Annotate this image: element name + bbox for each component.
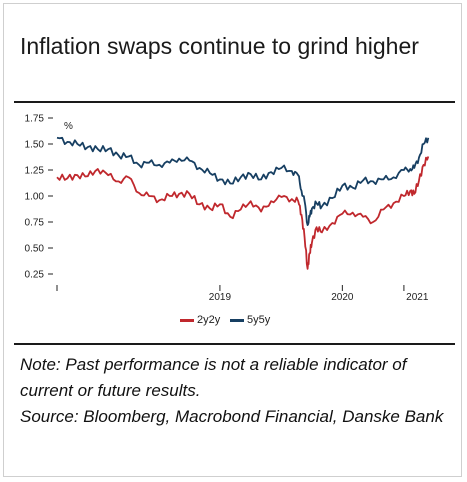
legend-swatch-5y5y [230, 319, 244, 322]
y-tick-label: 1.75 [25, 114, 45, 125]
x-tick-label: 2019 [209, 292, 232, 303]
series-line-2y2y [56, 156, 430, 270]
disclaimer-text: Note: Past performance is not a reliable… [20, 355, 407, 400]
note-divider [14, 343, 455, 345]
legend-label-2y2y: 2y2y [197, 314, 221, 326]
x-tick-label: 2020 [331, 292, 354, 303]
chart-card [3, 3, 462, 477]
chart-note: Note: Past performance is not a reliable… [20, 352, 450, 430]
series-line-5y5y [56, 136, 430, 226]
y-tick-label: 1.25 [25, 166, 45, 177]
y-tick-label: 0.75 [25, 218, 45, 229]
y-axis-unit: % [64, 121, 73, 132]
title-divider [14, 101, 455, 103]
y-tick-label: 0.25 [25, 270, 45, 281]
y-tick-label: 0.50 [25, 244, 45, 255]
y-tick-label: 1.50 [25, 140, 45, 151]
x-tick-label: 2021 [406, 292, 429, 303]
legend-label-5y5y: 5y5y [247, 314, 271, 326]
line-chart: 1.75 1.50 1.25 1.00 0.75 0.50 0.25% 2019 2020 202… [25, 114, 430, 326]
source-text: Source: Bloomberg, Macrobond Financial, … [20, 407, 444, 426]
legend-swatch-2y2y [180, 319, 194, 322]
y-tick-label: 1.00 [25, 192, 45, 203]
chart-title: Inflation swaps continue to grind higher [20, 33, 419, 59]
